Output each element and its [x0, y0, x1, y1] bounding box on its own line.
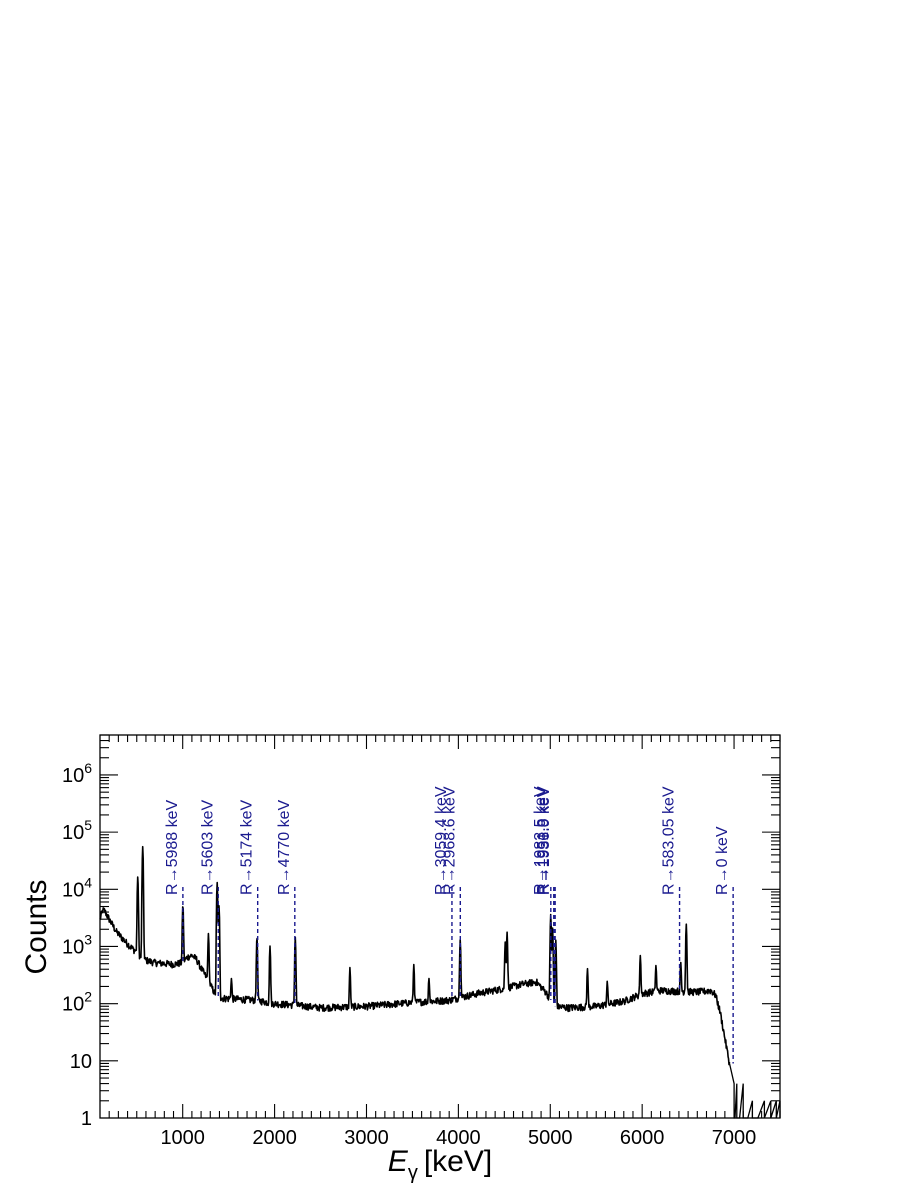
transition-label: R→5988 keV	[164, 799, 181, 894]
transition-label: R→0 keV	[714, 826, 731, 895]
transition-label: R→4770 keV	[276, 799, 293, 894]
y-tick-label-base: 1	[81, 1108, 92, 1130]
y-tick-label: 103	[62, 931, 92, 958]
y-tick-label-exponent: 2	[84, 989, 92, 1005]
transition-label: R→1936.9 keV	[536, 786, 553, 895]
x-tick-label: 1000	[160, 1127, 205, 1149]
transition-label: R→1983.5 keV	[532, 786, 549, 895]
transition-label: R→5174 keV	[239, 799, 256, 894]
y-tick-label-base: 10	[70, 1051, 92, 1073]
y-tick-label-base: 10	[62, 765, 84, 787]
y-tick-label-base: 10	[62, 879, 84, 901]
x-tick-label: 2000	[252, 1127, 297, 1149]
x-axis-title-symbol: E	[388, 1145, 409, 1178]
plot-area: 1000 2000 3000 4000 5000 6000 7000110102103104…	[62, 734, 781, 1149]
transition-label: R→3059.4 keV	[433, 786, 450, 895]
y-tick-label-exponent: 4	[84, 874, 92, 890]
y-tick-label: 10	[70, 1051, 92, 1073]
y-tick-label: 1	[81, 1108, 92, 1130]
transition-label: R→583.05 keV	[661, 786, 678, 895]
y-tick-label: 104	[62, 874, 92, 901]
transition-label: R→1951.8 keV	[535, 786, 552, 895]
y-axis-title: Counts	[20, 879, 53, 974]
x-tick-label: 3000	[344, 1127, 389, 1149]
y-tick-label-base: 10	[62, 936, 84, 958]
x-tick-label: 5000	[528, 1127, 573, 1149]
transition-label: R→2968.6 keV	[441, 786, 458, 895]
x-tick-label: 6000	[620, 1127, 665, 1149]
y-tick-label: 106	[62, 760, 92, 787]
spectrum-tail	[728, 1063, 781, 1119]
y-tick-label: 105	[62, 817, 92, 844]
y-tick-label-exponent: 5	[84, 817, 92, 833]
spectrum-line	[99, 845, 731, 1066]
x-axis-title: Eγ [keV]	[388, 1145, 492, 1184]
y-tick-label-base: 10	[62, 994, 84, 1016]
y-tick-label-exponent: 3	[84, 931, 92, 947]
x-tick-label: 4000	[436, 1127, 481, 1149]
y-tick-label-base: 10	[62, 822, 84, 844]
y-tick-label: 102	[62, 989, 92, 1016]
transition-label: R→5603 keV	[199, 799, 216, 894]
x-tick-label: 7000	[712, 1127, 757, 1149]
y-tick-label-exponent: 6	[84, 760, 92, 776]
x-axis-title-unit: [keV]	[424, 1145, 492, 1178]
x-axis-title-subscript: γ	[408, 1162, 418, 1184]
